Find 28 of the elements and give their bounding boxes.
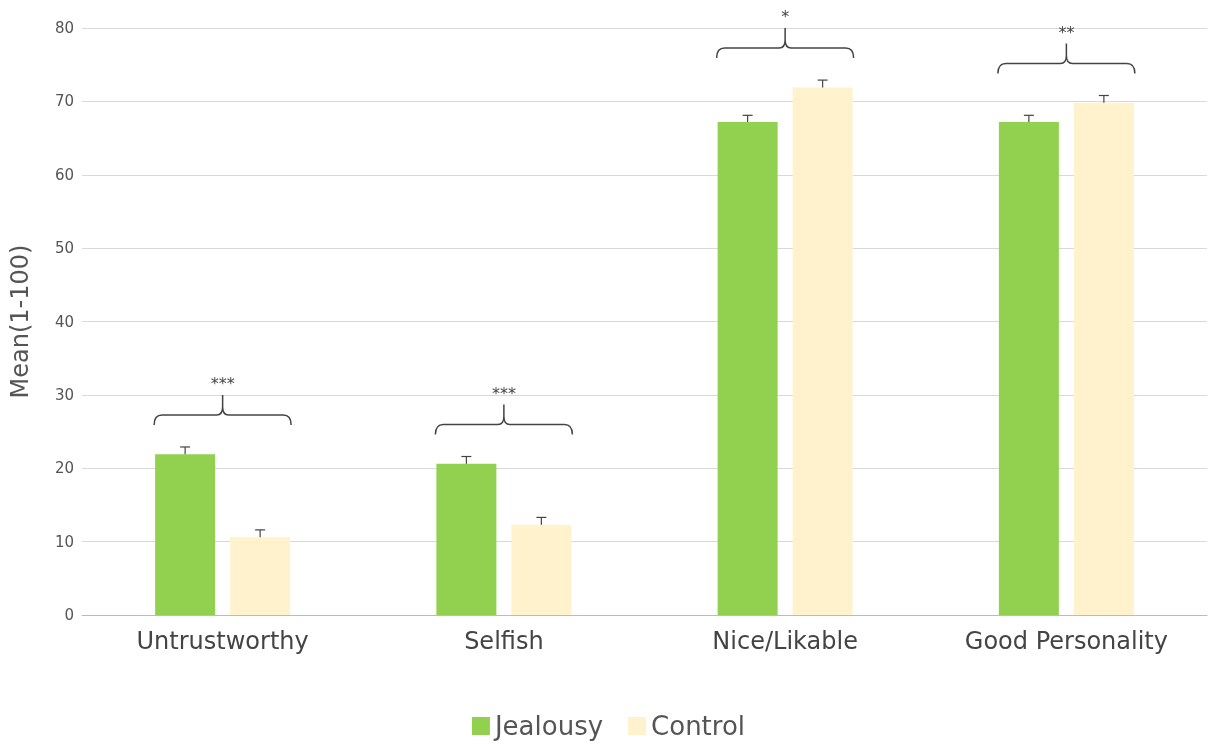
x-tick-label: Untrustworthy — [136, 627, 309, 655]
legend-label: Control — [651, 711, 746, 741]
x-tick-label: Nice/Likable — [712, 627, 858, 655]
x-tick-label: Good Personality — [964, 627, 1168, 655]
bar — [230, 537, 291, 615]
x-tick-label: Selfish — [464, 627, 544, 655]
bar — [998, 121, 1059, 615]
bar — [155, 454, 216, 615]
y-axis-title: Mean(1-100) — [6, 244, 34, 399]
y-tick-label: 40 — [54, 312, 74, 331]
legend-label: Jealousy — [492, 711, 604, 741]
bar — [792, 87, 853, 615]
bar — [1073, 102, 1134, 615]
annotation: *** — [210, 373, 235, 393]
y-tick-label: 20 — [54, 459, 74, 478]
annotation: *** — [491, 383, 516, 403]
y-tick-label: 60 — [54, 165, 74, 184]
y-tick-label: 0 — [64, 606, 74, 624]
y-tick-label: 80 — [54, 19, 74, 37]
bar — [436, 463, 497, 615]
bar — [511, 524, 572, 615]
bar — [717, 121, 778, 615]
annotation: ** — [1058, 22, 1075, 42]
text: * — [781, 7, 790, 27]
y-tick-label: 50 — [54, 239, 74, 258]
y-tick-label: 30 — [54, 385, 74, 404]
y-tick-label: 10 — [54, 532, 74, 551]
y-tick-label: 70 — [54, 92, 74, 111]
